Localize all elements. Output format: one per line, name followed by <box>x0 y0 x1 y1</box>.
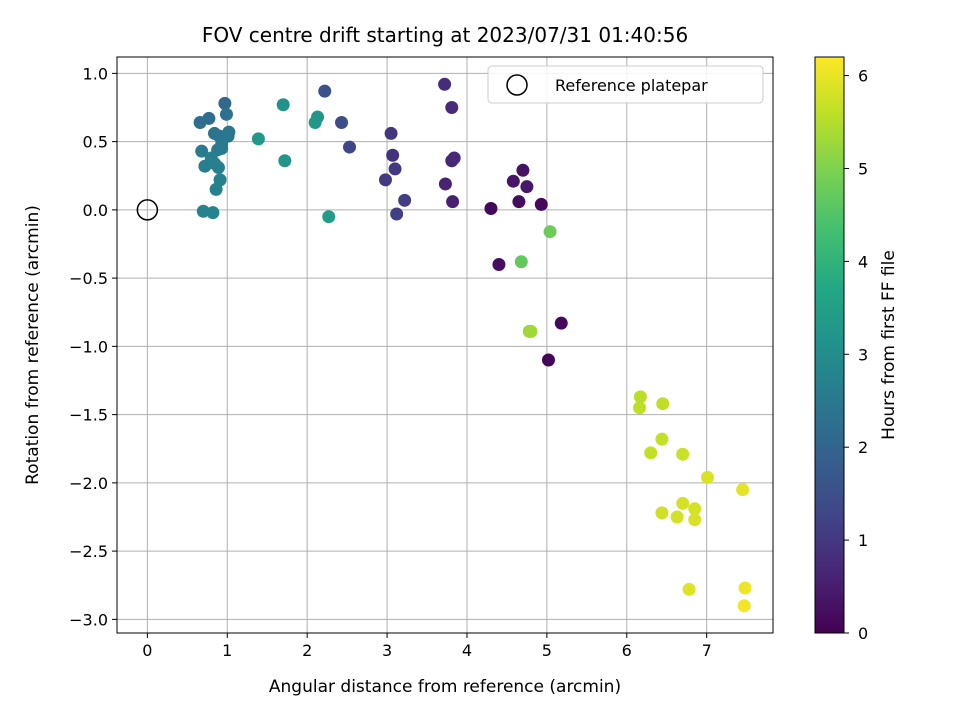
data-point <box>737 599 751 613</box>
data-point <box>446 195 460 209</box>
data-point <box>390 207 404 221</box>
data-point <box>343 140 357 154</box>
data-point <box>318 84 332 98</box>
y-tick-label: −2.5 <box>69 542 108 561</box>
x-tick-label: 3 <box>382 641 392 660</box>
x-tick-label: 4 <box>462 641 472 660</box>
data-point <box>682 582 696 596</box>
data-point <box>644 446 658 460</box>
colorbar-tick-label: 0 <box>858 624 868 643</box>
x-tick-label: 5 <box>542 641 552 660</box>
data-point <box>554 316 568 330</box>
data-point <box>655 506 669 520</box>
data-point <box>398 193 412 207</box>
data-point <box>541 353 555 367</box>
data-point <box>688 513 702 527</box>
data-point <box>388 162 402 176</box>
data-point <box>514 255 528 269</box>
data-point <box>516 163 530 177</box>
colorbar-tick-label: 4 <box>858 252 868 271</box>
data-point <box>438 177 452 191</box>
data-point <box>738 581 752 595</box>
legend-marker-icon <box>506 74 528 96</box>
y-tick-label: 0.5 <box>83 133 108 152</box>
data-point <box>524 324 538 338</box>
data-point <box>543 225 557 239</box>
data-point <box>322 210 336 224</box>
x-tick-label: 2 <box>302 641 312 660</box>
colorbar-tick-label: 3 <box>858 345 868 364</box>
data-point <box>386 148 400 162</box>
data-point <box>278 154 292 168</box>
data-point <box>251 132 265 146</box>
y-tick-label: −2.0 <box>69 474 108 493</box>
x-tick-label: 1 <box>222 641 232 660</box>
colorbar: 0 1 2 3 4 5 6 Hours from first FF file <box>814 56 899 643</box>
y-tick-label: 0.0 <box>83 201 108 220</box>
data-point <box>219 107 233 121</box>
colorbar-tick-label: 6 <box>858 67 868 86</box>
legend-box <box>487 65 764 104</box>
data-point <box>492 257 506 271</box>
data-point <box>196 204 210 218</box>
x-axis-ticks: 0 1 2 3 4 5 6 7 <box>142 633 712 660</box>
colorbar-label: Hours from first FF file <box>879 250 899 440</box>
y-tick-label: −0.5 <box>69 269 108 288</box>
data-point <box>206 206 220 220</box>
colorbar-ticks: 0 1 2 3 4 5 6 <box>844 67 868 643</box>
data-point <box>484 202 498 216</box>
data-point <box>193 116 207 130</box>
data-point <box>222 125 236 139</box>
data-point <box>195 144 209 158</box>
data-point <box>384 126 398 140</box>
data-point <box>633 390 647 404</box>
data-point <box>655 432 669 446</box>
grid-lines <box>117 57 773 633</box>
plot-frame <box>116 56 774 634</box>
data-point <box>676 447 690 461</box>
data-point <box>506 174 520 188</box>
data-point <box>633 401 647 415</box>
x-axis-label: Angular distance from reference (arcmin) <box>269 677 621 697</box>
colorbar-tick-label: 5 <box>858 159 868 178</box>
legend-entry-label: Reference platepar <box>555 76 708 95</box>
data-point <box>209 182 223 196</box>
y-tick-label: 1.0 <box>83 64 108 83</box>
y-axis-ticks: 1.0 0.5 0.0 −0.5 −1.0 −1.5 −2.0 −2.5 −3.0 <box>69 64 117 629</box>
data-point <box>534 197 548 211</box>
data-point <box>445 101 459 115</box>
data-point <box>447 151 461 165</box>
colorbar-tick-label: 1 <box>858 531 868 550</box>
colorbar-tick-label: 2 <box>858 438 868 457</box>
data-point <box>335 116 349 130</box>
data-point <box>700 470 714 484</box>
data-point <box>276 98 290 112</box>
chart-title: FOV centre drift starting at 2023/07/31 … <box>202 23 688 47</box>
data-point <box>676 496 690 510</box>
x-tick-label: 7 <box>702 641 712 660</box>
data-point <box>736 483 750 497</box>
data-point <box>378 173 392 187</box>
data-point <box>215 141 229 155</box>
data-points <box>193 77 752 613</box>
data-point <box>438 77 452 91</box>
legend: Reference platepar <box>487 65 764 104</box>
data-point <box>656 397 670 411</box>
data-point <box>211 161 225 175</box>
data-point <box>688 502 702 516</box>
y-tick-label: −1.0 <box>69 337 108 356</box>
data-point <box>512 195 526 209</box>
x-tick-label: 6 <box>622 641 632 660</box>
data-point <box>670 510 684 524</box>
y-tick-label: −3.0 <box>69 610 108 629</box>
colorbar-gradient <box>814 56 845 634</box>
x-tick-label: 0 <box>142 641 152 660</box>
reference-point <box>136 199 159 221</box>
data-point <box>520 180 534 194</box>
data-point <box>308 116 322 130</box>
y-axis-label: Rotation from reference (arcmin) <box>23 205 43 485</box>
data-point <box>218 96 232 110</box>
y-tick-label: −1.5 <box>69 406 108 425</box>
